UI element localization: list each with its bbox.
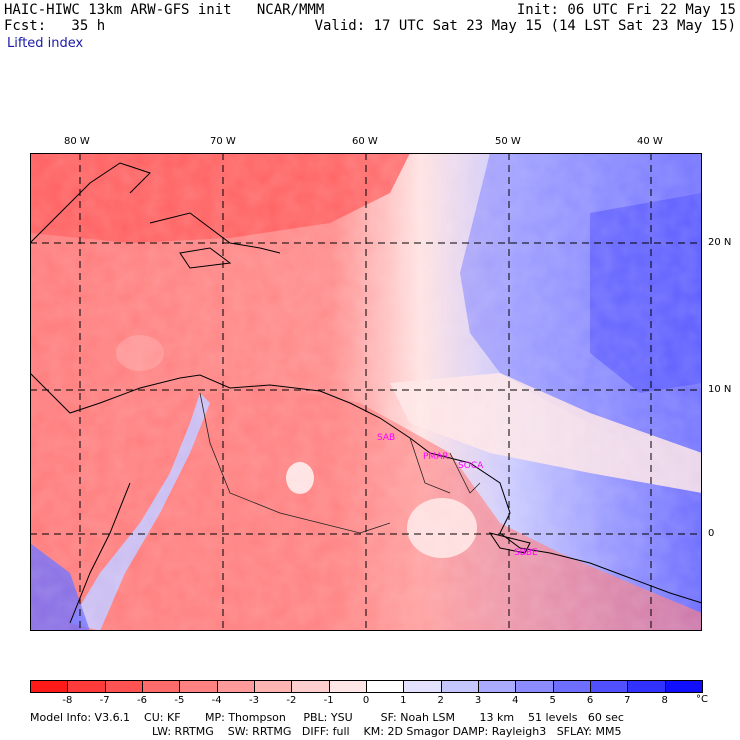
- field-texture: [30, 153, 702, 631]
- colorbar-segment: [67, 680, 106, 693]
- colorbar-tick-label: 2: [437, 695, 444, 706]
- lat-label-20n: 20 N: [708, 237, 732, 248]
- lon-label-70w: 70 W: [210, 136, 236, 147]
- lon-label-80w: 80 W: [64, 136, 90, 147]
- country-borders: [199, 392, 481, 534]
- colorbar-tick-label: -1: [323, 695, 334, 706]
- colorbar-segment: [552, 680, 591, 693]
- colorbar-tick-label: -3: [249, 695, 259, 706]
- colorbar-segment: [328, 680, 367, 693]
- lifted-index-map: SAB PMAR SOCA SBBE: [30, 153, 702, 631]
- colorbar-segment: [590, 680, 629, 693]
- city-label-sab: SAB: [377, 433, 395, 443]
- colorbar-tick-label: -7: [99, 695, 110, 706]
- lon-label-50w: 50 W: [495, 136, 521, 147]
- lat-label-10n: 10 N: [708, 384, 732, 395]
- colorbar-unit: °C: [696, 694, 708, 705]
- colorbar-tick-label: 8: [661, 695, 668, 706]
- colorbar-tick-label: -8: [62, 695, 73, 706]
- forecast-hour: Fcst: 35 h: [4, 18, 106, 34]
- colorbar-tick-label: 5: [549, 695, 556, 706]
- colorbar-segment: [142, 680, 181, 693]
- colorbar-segment: [216, 680, 255, 693]
- colorbar-segment: [627, 680, 666, 693]
- lat-label-0: 0: [708, 528, 715, 539]
- model-info-line1: Model Info: V3.6.1 CU: KF MP: Thompson P…: [30, 711, 624, 724]
- colorbar-segment: [30, 680, 69, 693]
- model-info-line2: LW: RRTMG SW: RRTMG DIFF: full KM: 2D Sm…: [152, 725, 622, 738]
- lon-label-40w: 40 W: [637, 136, 663, 147]
- lon-label-60w: 60 W: [352, 136, 378, 147]
- colorbar-segment: [403, 680, 442, 693]
- colorbar-tick-label: -6: [137, 695, 147, 706]
- colorbar-tick-label: 7: [624, 695, 631, 706]
- colorbar-segment: [478, 680, 517, 693]
- colorbar-segment: [366, 680, 405, 693]
- lat-lon-grid: [30, 153, 702, 631]
- valid-time: Valid: 17 UTC Sat 23 May 15 (14 LST Sat …: [314, 18, 736, 34]
- map-frame: [30, 153, 702, 631]
- colorbar-segment: [664, 680, 703, 693]
- colorbar-tick-label: 6: [586, 695, 594, 706]
- city-label-sbbe: SBBE: [514, 548, 538, 558]
- colorbar-tick-label: 0: [362, 695, 370, 706]
- colorbar-tick-label: 4: [512, 695, 519, 706]
- colorbar-segment: [515, 680, 554, 693]
- model-title: HAIC-HIWC 13km ARW-GFS init NCAR/MMM: [4, 2, 325, 18]
- colorbar-segment: [254, 680, 293, 693]
- colorbar-segment: [440, 680, 479, 693]
- colorbar-tick-label: 1: [400, 695, 407, 706]
- colorbar-segment: [104, 680, 143, 693]
- colorbar-segment: [291, 680, 330, 693]
- field-name: Lifted index: [7, 36, 84, 51]
- colorbar-tick-label: -2: [286, 695, 297, 706]
- colorbar-tick-label: -5: [174, 695, 185, 706]
- colorbar-segment: [179, 680, 218, 693]
- colorbar-tick-label: 3: [474, 695, 482, 706]
- city-label-soca: SOCA: [458, 461, 484, 471]
- init-time: Init: 06 UTC Fri 22 May 15: [516, 2, 736, 18]
- colorbar-tick-label: -4: [211, 695, 222, 706]
- city-label-pmar: PMAR: [423, 452, 449, 462]
